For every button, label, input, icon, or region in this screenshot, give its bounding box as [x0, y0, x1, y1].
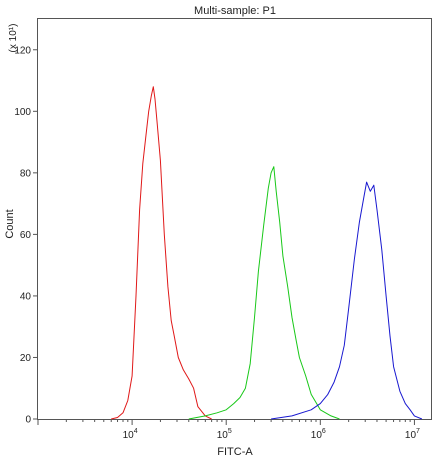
- y-tick-label: 120: [14, 45, 31, 56]
- y-tick-label: 80: [20, 168, 32, 179]
- y-tick-label: 100: [14, 107, 31, 118]
- histogram-series-3: [271, 181, 423, 420]
- histogram-series-1: [111, 86, 212, 420]
- histogram-series-2: [188, 166, 340, 420]
- x-tick-label: 105: [217, 428, 232, 441]
- chart-title: Multi-sample: P1: [194, 5, 276, 17]
- x-tick-label: 107: [405, 428, 420, 441]
- x-axis-label: FITC-A: [217, 446, 253, 458]
- y-tick-label: 20: [20, 353, 32, 364]
- y-axis-label: Count: [4, 209, 16, 238]
- y-tick-label: 0: [25, 415, 31, 426]
- y-tick-label: 40: [20, 291, 32, 302]
- y-multiplier-label: (x 10¹): [8, 24, 19, 53]
- y-tick-label: 60: [20, 230, 32, 241]
- x-tick-label: 106: [311, 428, 326, 441]
- x-tick-label: 104: [123, 428, 138, 441]
- axis-ticks: 0 20 40 60 80 100 120 104 105 106 107: [14, 45, 420, 441]
- plot-area-frame: [37, 18, 432, 420]
- data-series: [111, 86, 423, 420]
